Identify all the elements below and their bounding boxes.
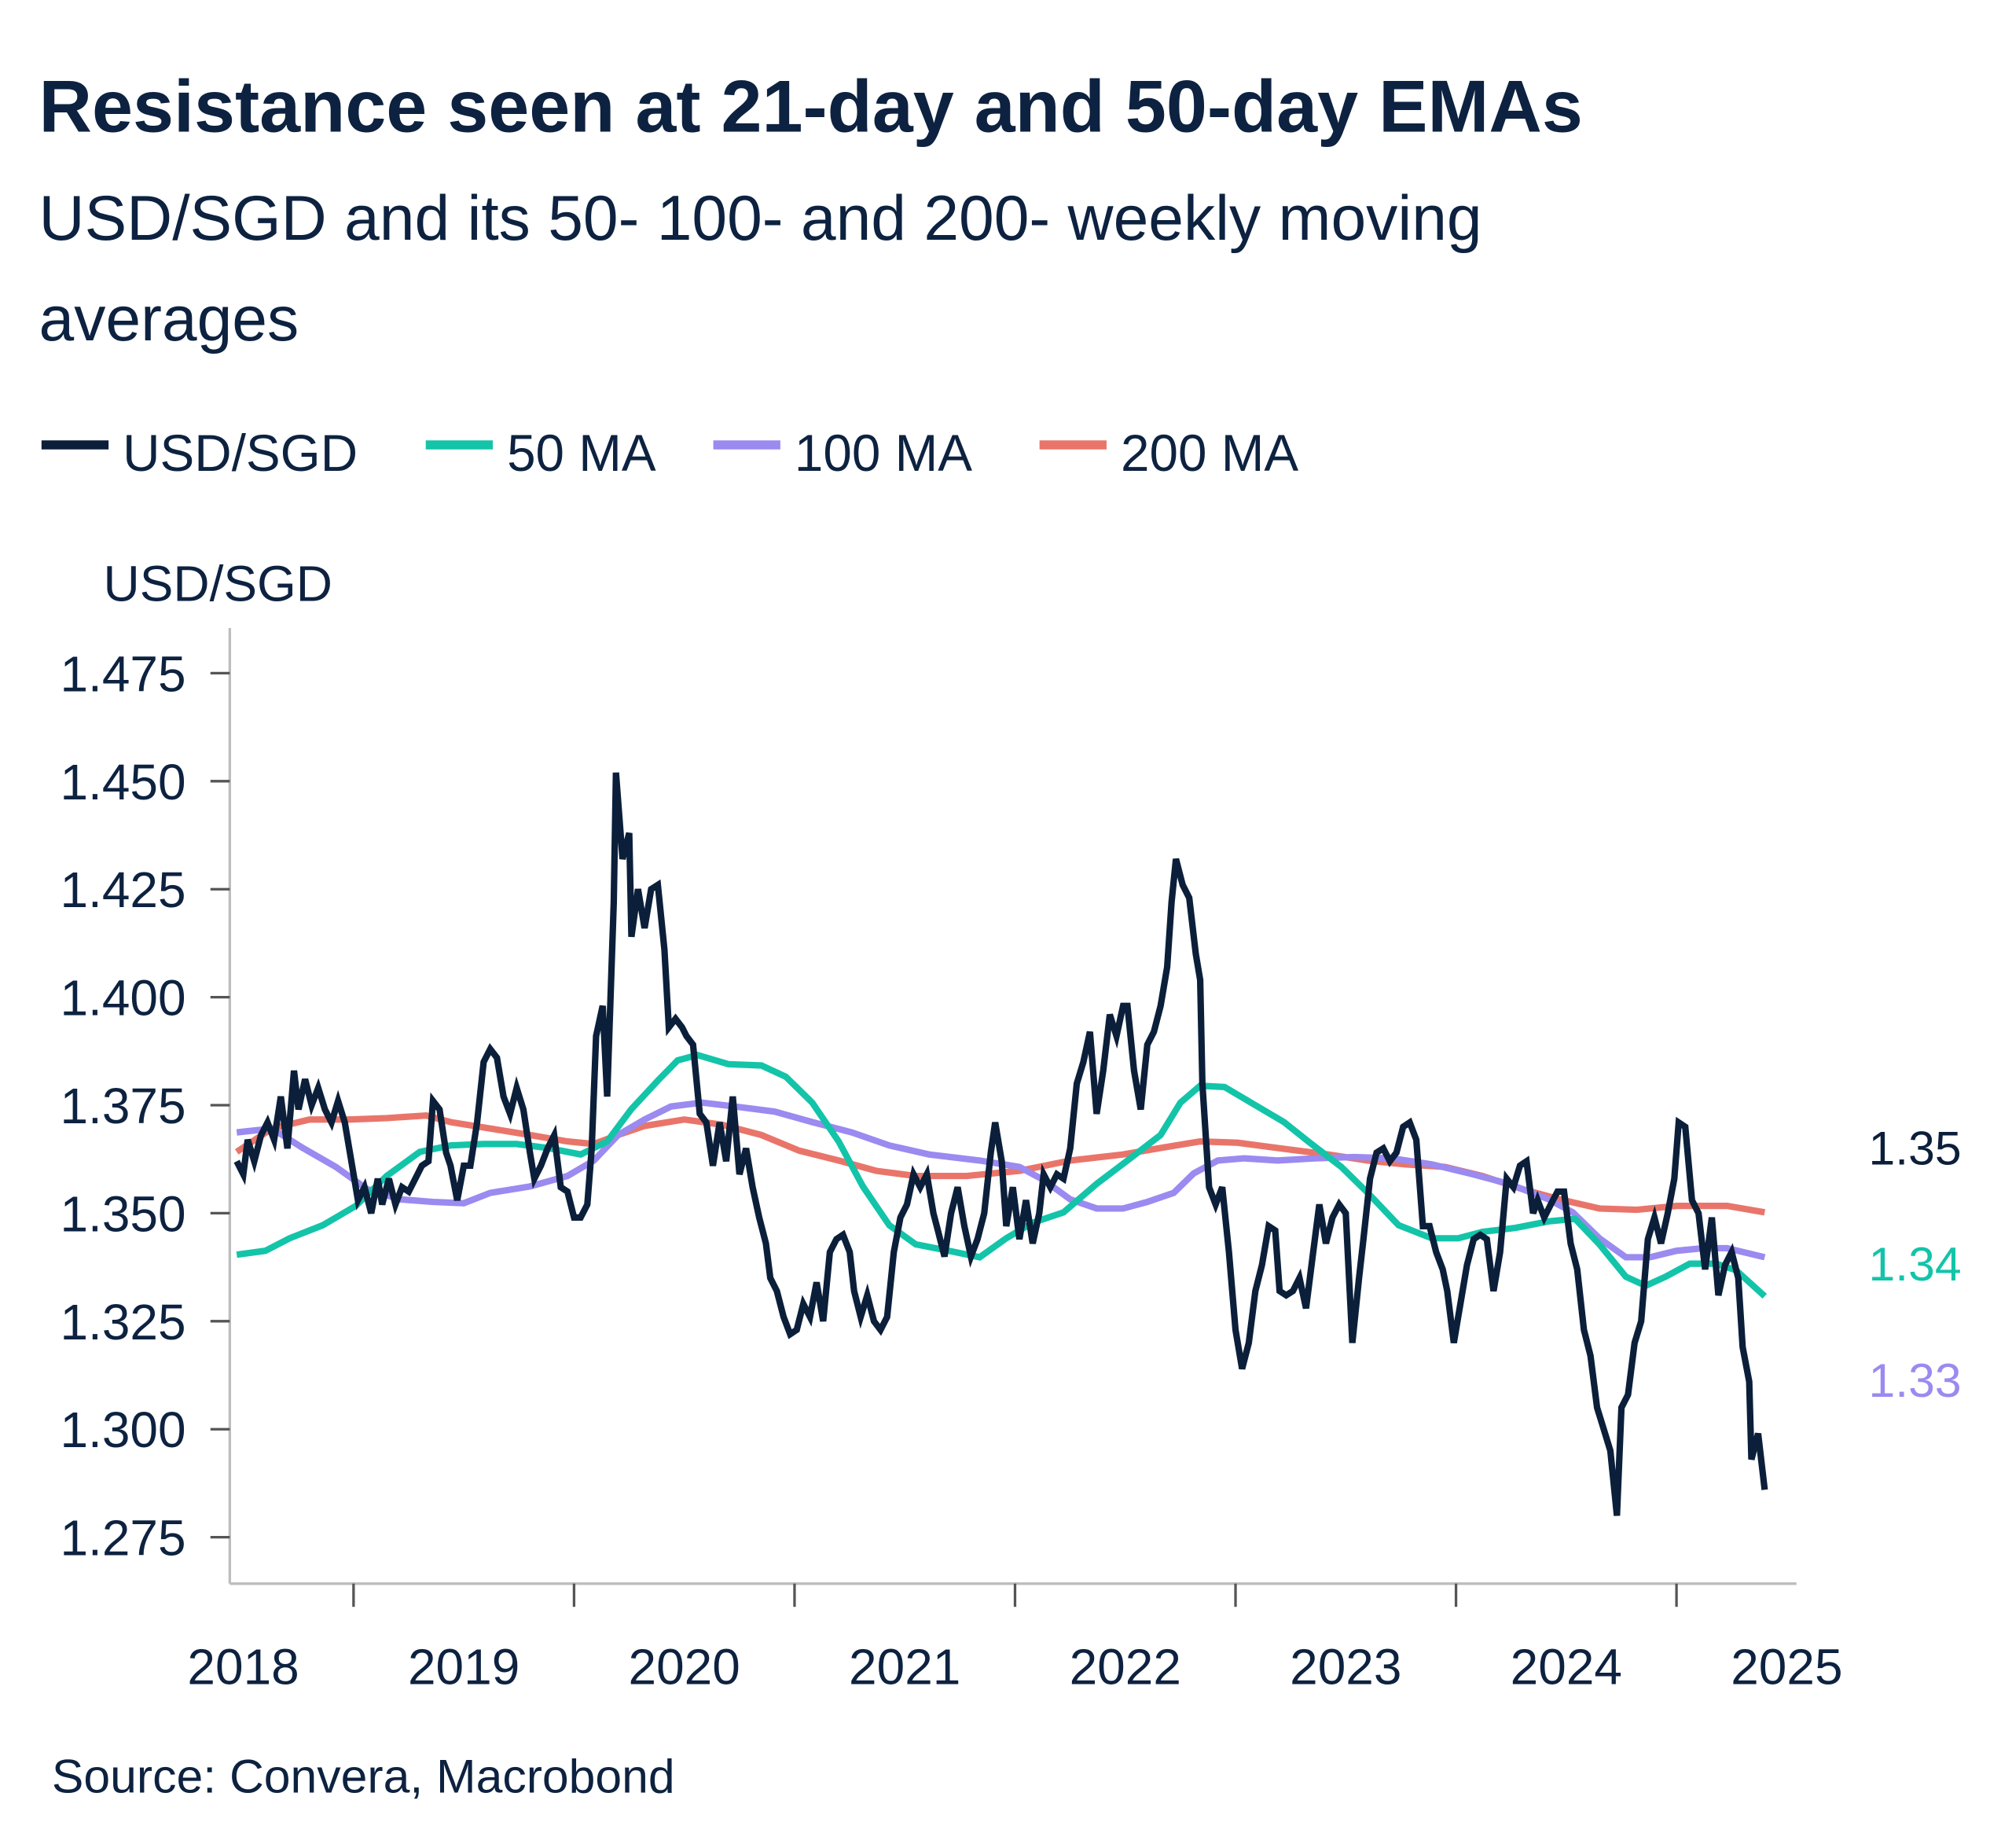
legend-label: 50 MA — [507, 424, 656, 482]
y-tick-label: 1.400 — [60, 970, 185, 1027]
legend-label: USD/SGD — [123, 424, 358, 482]
series-line-usd-sgd — [233, 772, 1768, 1516]
legend-label: 200 MA — [1121, 424, 1298, 482]
x-tick-label: 2020 — [629, 1639, 740, 1696]
y-tick-label: 1.325 — [60, 1294, 185, 1350]
y-axis-title: USD/SGD — [104, 556, 332, 612]
x-tick-label: 2023 — [1290, 1639, 1401, 1696]
end-label: 1.34 — [1869, 1237, 1962, 1291]
y-tick-label: 1.375 — [60, 1078, 185, 1134]
x-tick-label: 2024 — [1511, 1639, 1622, 1696]
y-tick-label: 1.425 — [60, 862, 185, 918]
x-tick-label: 2021 — [849, 1639, 960, 1696]
y-tick-label: 1.275 — [60, 1510, 185, 1567]
y-tick-label: 1.350 — [60, 1185, 185, 1242]
y-tick-label: 1.450 — [60, 754, 185, 810]
end-label: 1.33 — [1869, 1354, 1962, 1407]
chart-subtitle-line-1: USD/SGD and its 50- 100- and 200- weekly… — [39, 183, 1482, 254]
legend-label: 100 MA — [795, 424, 972, 482]
y-tick-label: 1.475 — [60, 645, 185, 702]
y-tick-label: 1.300 — [60, 1402, 185, 1458]
legend: USD/SGD 50 MA 100 MA 200 MA — [41, 424, 1298, 482]
end-labels: 1.35 1.34 1.33 — [1869, 1121, 1962, 1406]
x-tick-label: 2022 — [1070, 1639, 1181, 1696]
x-tick-label: 2019 — [408, 1639, 520, 1696]
chart-title: Resistance seen at 21-day and 50-day EMA… — [39, 64, 1583, 147]
x-tick-label: 2025 — [1731, 1639, 1842, 1696]
series-lines — [233, 772, 1768, 1516]
chart-subtitle-line-2: averages — [39, 284, 299, 355]
axes: 1.275 1.300 1.325 1.350 1.375 1.400 1.425 1.450… — [60, 627, 1843, 1696]
end-label: 1.35 — [1869, 1121, 1962, 1174]
x-tick-label: 2018 — [187, 1639, 299, 1696]
source-note: Source: Convera, Macrobond — [52, 1749, 675, 1802]
